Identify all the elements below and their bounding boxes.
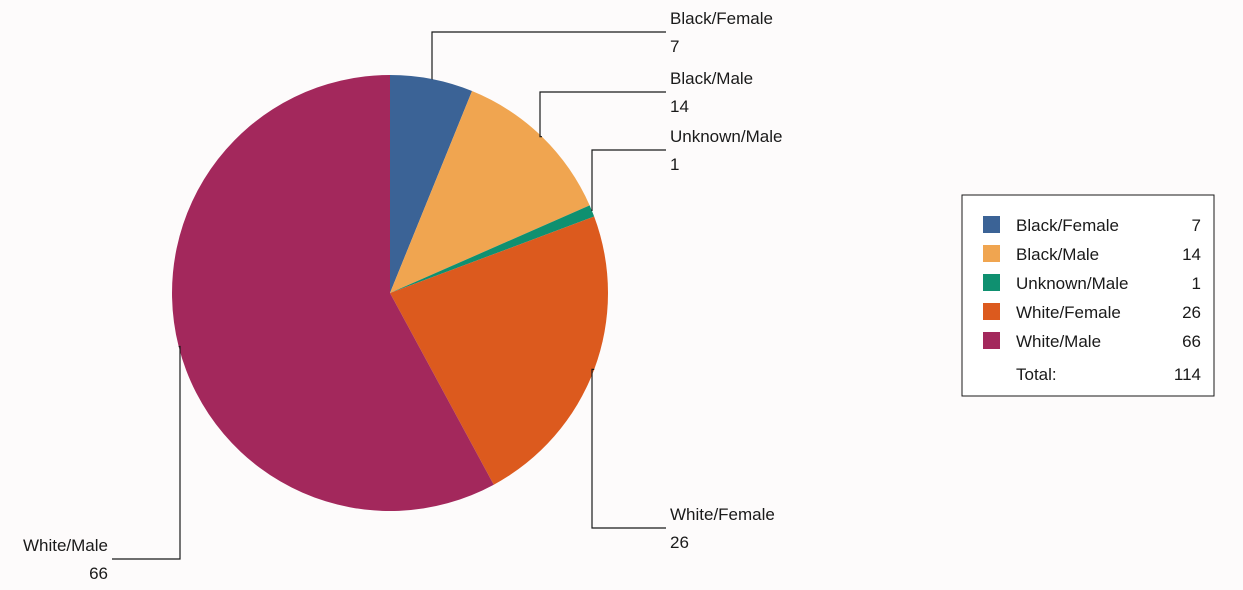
legend-swatch-black-female [983,216,1000,233]
pie-slice-black-female [390,75,473,293]
legend-swatch-white-female [983,303,1000,320]
pie-slice-unknown-male [390,205,595,293]
legend-label-white-female: White/Female [1016,303,1121,322]
legend-label-black-male: Black/Male [1016,245,1099,264]
callout-label-unknown-male: Unknown/Male [670,127,782,146]
callout-label-black-male: Black/Male [670,69,753,88]
pie-slice-white-male [172,75,494,512]
pie-slice-white-female [390,216,609,485]
callout-line-black-male [539,91,666,138]
legend-value-unknown-male: 1 [1192,274,1201,293]
legend: Black/Female 7 Black/Male 14 Unknown/Male 1 Wh… [961,194,1215,397]
callout-line-white-female [591,368,666,529]
callout-value-black-female: 7 [670,37,679,56]
callout-label-white-female: White/Female [670,505,775,524]
callout-value-white-female: 26 [670,533,689,552]
legend-value-black-male: 14 [1182,245,1201,264]
callout-value-white-male: 66 [89,564,108,583]
legend-label-white-male: White/Male [1016,332,1101,351]
callout-value-black-male: 14 [670,97,689,116]
callout-line-unknown-male [591,149,666,211]
legend-label-unknown-male: Unknown/Male [1016,274,1128,293]
callout-line-white-male [112,345,181,560]
legend-value-black-female: 7 [1192,216,1201,235]
pie-slices [172,75,609,512]
legend-value-white-male: 66 [1182,332,1201,351]
legend-label-black-female: Black/Female [1016,216,1119,235]
legend-swatch-black-male [983,245,1000,262]
legend-total-label: Total: [1016,365,1057,384]
callout-labels: Black/Female 7 Black/Male 14 Unknown/Male 1 Wh… [23,9,782,583]
legend-swatch-white-male [983,332,1000,349]
callout-line-black-female [431,31,666,80]
callout-label-black-female: Black/Female [670,9,773,28]
legend-swatch-unknown-male [983,274,1000,291]
legend-value-white-female: 26 [1182,303,1201,322]
callout-value-unknown-male: 1 [670,155,679,174]
callout-label-white-male: White/Male [23,536,108,555]
pie-slice-black-male [390,91,590,294]
legend-total-value: 114 [1174,365,1201,384]
legend-box [961,194,1215,397]
